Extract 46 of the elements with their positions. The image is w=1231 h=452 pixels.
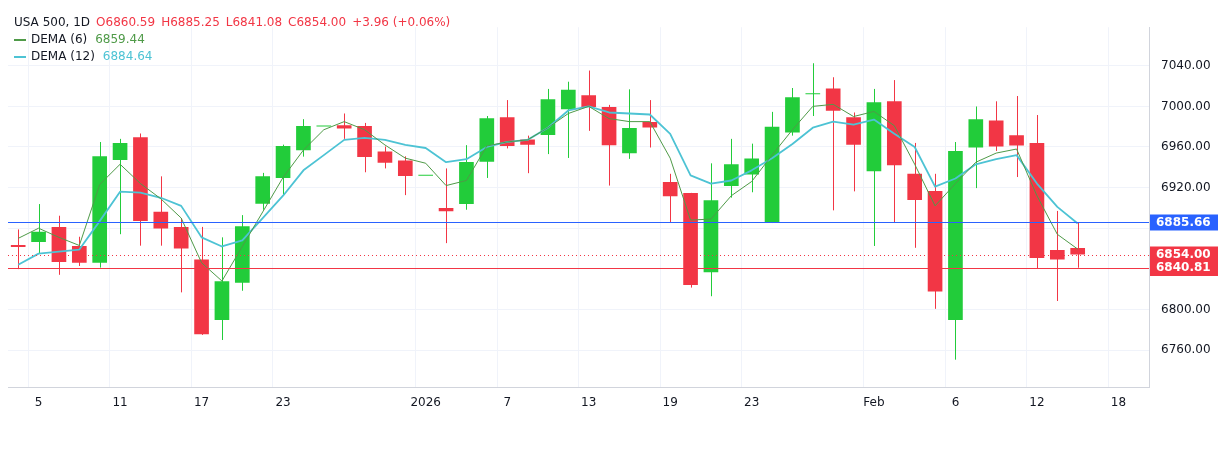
x-tick-label: 19	[662, 394, 678, 409]
candlestick	[662, 173, 678, 223]
candlestick	[336, 112, 352, 140]
x-tick-label: 11	[112, 394, 128, 409]
x-tick-label: 13	[581, 394, 597, 409]
ref-line-label: 6885.66	[1156, 214, 1211, 229]
x-tick-label: Feb	[863, 394, 885, 409]
annotation: L6841.08	[225, 15, 283, 29]
candlestick	[825, 76, 841, 211]
y-tick-label: 7040.00	[1161, 57, 1211, 72]
x-tick-label: 23	[275, 394, 291, 409]
y-tick-label: 6760.00	[1161, 342, 1211, 357]
candlestick	[642, 99, 658, 148]
x-tick-label: 2026	[410, 394, 441, 409]
x-tick-label: 23	[744, 394, 760, 409]
chart-title: USA 500, 1D	[14, 15, 91, 29]
ref-line-label: 6854.00	[1156, 246, 1211, 261]
x-tick-label: 12	[1029, 394, 1045, 409]
legend-label: DEMA (6)	[31, 31, 88, 48]
y-tick-label: 6960.00	[1161, 139, 1211, 154]
candlestick	[723, 138, 739, 199]
candlestick	[1009, 95, 1024, 178]
annotation: +3.96 (+0.06%)	[352, 15, 451, 29]
annotation: H6885.25	[161, 15, 220, 29]
annotation: O6860.59	[96, 15, 156, 29]
candlestick	[581, 70, 597, 132]
y-tick-label: 6800.00	[1161, 301, 1211, 316]
y-tick-label: 7000.00	[1161, 98, 1211, 113]
x-tick-label: 5	[34, 394, 43, 409]
candlestick	[31, 203, 46, 254]
x-tick-label: 17	[193, 394, 210, 409]
ref-line-label: 6840.81	[1156, 260, 1211, 275]
y-tick-label: 6920.00	[1161, 179, 1211, 194]
candlestick	[112, 138, 128, 235]
candlestick	[560, 81, 576, 159]
x-tick-label: 6	[951, 394, 960, 409]
candlestick	[805, 62, 821, 117]
annotation: 6884.64	[102, 48, 153, 65]
annotation: C6854.00	[288, 15, 347, 29]
candlestick	[397, 155, 413, 196]
candlestick	[377, 145, 393, 169]
annotation: 6859.44	[95, 31, 145, 48]
x-tick-label: 7	[503, 394, 512, 409]
candlestick	[153, 175, 169, 247]
legend-label: DEMA (12)	[31, 48, 95, 65]
x-tick-label: 18	[1110, 394, 1127, 409]
